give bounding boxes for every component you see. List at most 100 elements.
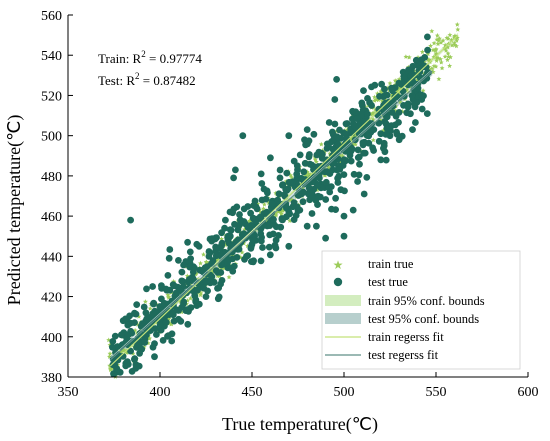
test-point [158, 303, 166, 310]
y-tick-label: 440 [41, 250, 62, 265]
train-point [245, 243, 250, 249]
train-point [433, 47, 439, 52]
train-point [448, 54, 453, 60]
train-point [434, 58, 440, 63]
test-point [124, 321, 132, 329]
test-point [333, 133, 341, 141]
train-point [219, 236, 224, 241]
test-point [366, 99, 373, 106]
train-point [322, 172, 328, 178]
train-point [206, 267, 212, 273]
test-point [327, 183, 335, 191]
test-point [360, 190, 368, 198]
test-point [230, 174, 238, 182]
test-point [186, 263, 194, 271]
train-point [370, 110, 376, 115]
legend-item-test-fit: test regerss fit [325, 348, 439, 362]
test-point [405, 66, 412, 74]
test-point [285, 242, 293, 250]
train-point [454, 38, 460, 43]
test-point [354, 154, 362, 162]
test-point [292, 212, 300, 219]
test-point [331, 120, 339, 128]
plot-area [106, 22, 461, 379]
test-point [277, 223, 285, 231]
y-tick-label: 400 [41, 331, 62, 346]
train-point [397, 99, 403, 105]
train-point [451, 35, 457, 40]
train-point [185, 298, 191, 303]
train-point [370, 116, 376, 122]
train-point [444, 35, 450, 40]
train-point [120, 346, 126, 352]
test-point [263, 208, 271, 216]
train-point [107, 351, 113, 356]
test-point [347, 157, 355, 165]
test-point [344, 139, 352, 147]
train-point [166, 295, 172, 300]
test-point [381, 92, 389, 99]
test-point [149, 283, 157, 290]
legend-star-icon: ★ [333, 258, 344, 272]
test-point [336, 126, 343, 134]
test-point [184, 238, 192, 246]
test-point [169, 311, 177, 319]
test-point [354, 146, 362, 154]
test-point [194, 286, 201, 294]
train-point [447, 32, 453, 38]
x-axis-title: True temperature(℃) [222, 414, 378, 435]
test-point [349, 206, 357, 214]
test-point [229, 255, 236, 263]
test-point [392, 112, 400, 120]
train-point [215, 256, 221, 262]
test-point [153, 331, 160, 338]
test-point [276, 166, 284, 174]
test-point [285, 132, 293, 140]
test-point [313, 173, 321, 181]
test-point [195, 243, 203, 250]
test-fit-line [109, 70, 433, 361]
test-point [128, 368, 136, 375]
test-point [158, 284, 166, 292]
train-point [433, 63, 439, 69]
test-point [231, 220, 238, 228]
test-point [424, 46, 431, 54]
x-tick-label: 400 [150, 385, 171, 400]
test-point [175, 315, 183, 323]
test-point [381, 148, 389, 156]
test-point [376, 93, 383, 100]
train-point [429, 66, 435, 71]
test-point [318, 154, 326, 162]
test-point [377, 130, 385, 138]
test-point [247, 209, 255, 217]
train-point [419, 49, 425, 55]
train-point [374, 97, 379, 102]
test-point [113, 365, 121, 373]
test-point [131, 310, 139, 317]
test-point [275, 190, 283, 198]
test-point [193, 302, 201, 309]
test-point [360, 87, 367, 94]
test-point [278, 215, 286, 222]
train-point [425, 57, 431, 62]
train-point [447, 63, 453, 68]
y-tick-label: 460 [41, 210, 62, 225]
test-point [305, 153, 313, 161]
test-point [208, 237, 216, 245]
test-point [202, 279, 210, 286]
train-point [147, 305, 153, 311]
test-point [146, 326, 154, 333]
train-point [372, 94, 377, 100]
train-point [440, 38, 446, 43]
train-point [338, 160, 343, 165]
test-point [352, 108, 360, 116]
test-point [293, 170, 301, 178]
test-point [359, 139, 367, 147]
y-tick-label: 560 [41, 9, 62, 24]
train-point [435, 41, 441, 47]
test-point [275, 232, 282, 239]
y-tick-label: 420 [41, 291, 62, 306]
test-point [314, 182, 322, 189]
test-point [324, 142, 332, 150]
train-point [289, 174, 295, 180]
